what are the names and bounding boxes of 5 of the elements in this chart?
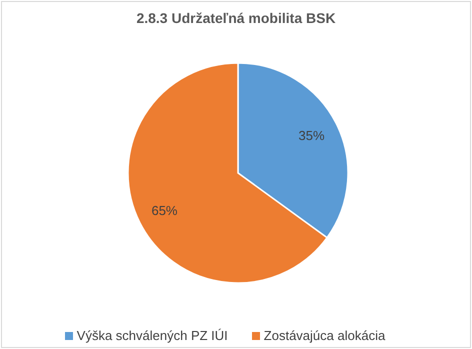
data-label: 35% — [298, 128, 325, 144]
legend-label: Zostávajúca alokácia — [264, 328, 386, 343]
data-label: 65% — [151, 202, 178, 218]
legend-label: Výška schválených PZ IÚI — [76, 328, 228, 343]
chart-title: 2.8.3 Udržateľná mobilita BSK — [135, 10, 337, 28]
